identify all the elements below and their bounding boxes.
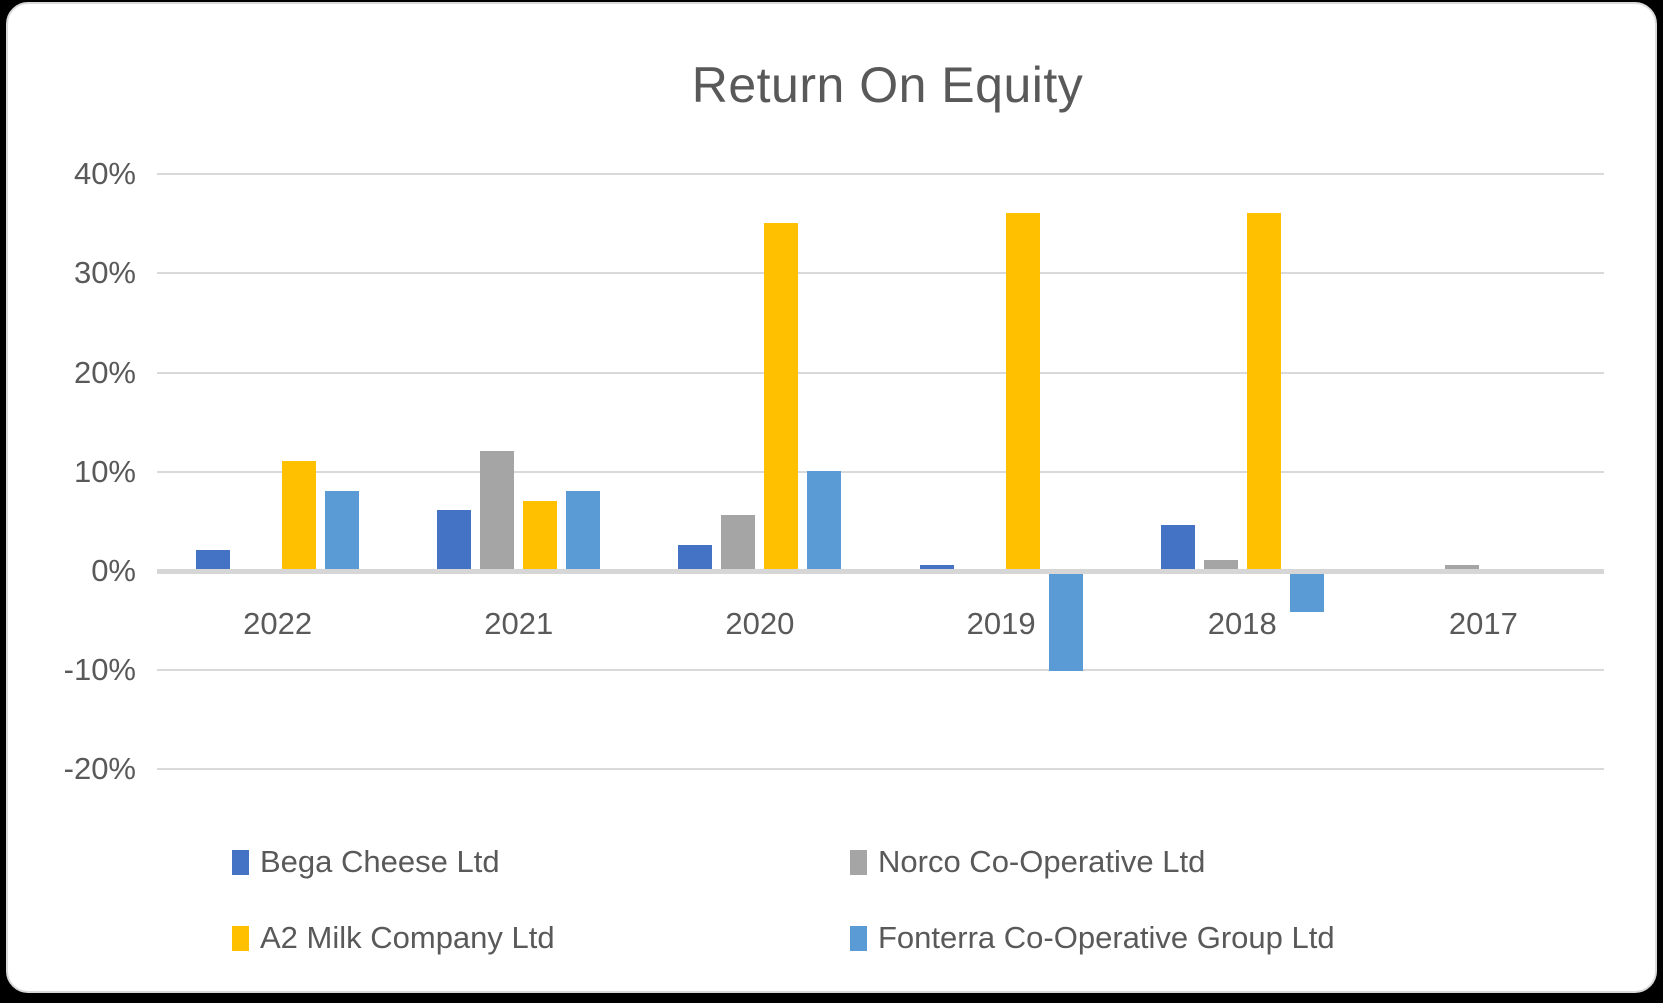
x-axis-label-2020: 2020 (725, 606, 795, 641)
bar-a2-milk-company-ltd-2021 (523, 500, 558, 570)
legend-label-bega-cheese-ltd: Bega Cheese Ltd (260, 844, 500, 879)
y-axis-label: 0% (91, 553, 136, 588)
bar-bega-cheese-ltd-2018 (1160, 525, 1195, 570)
y-axis-label: 20% (73, 354, 136, 390)
bar-a2-milk-company-ltd-2018 (1246, 212, 1281, 570)
legend-item-bega-cheese-ltd: Bega Cheese Ltd (232, 844, 500, 880)
gridline (157, 173, 1604, 176)
y-axis-label: 40% (73, 156, 136, 192)
legend-item-fonterra-co-operative-group-ltd: Fonterra Co-Operative Group Ltd (850, 920, 1335, 956)
y-axis-label: -20% (63, 751, 136, 787)
bar-bega-cheese-ltd-2022 (196, 550, 231, 570)
legend-swatch-bega-cheese-ltd (232, 849, 249, 875)
bar-norco-co-operative-ltd-2021 (480, 450, 515, 570)
y-axis-label: -10% (63, 652, 136, 688)
x-axis-label-2017: 2017 (1448, 606, 1518, 641)
bar-a2-milk-company-ltd-2022 (282, 460, 317, 570)
chart-title: Return On Equity (691, 57, 1084, 113)
bar-norco-co-operative-ltd-2017 (1444, 565, 1479, 570)
gridline (157, 768, 1604, 771)
bar-fonterra-co-operative-group-ltd-2020 (807, 470, 842, 570)
y-axis-label: 10% (73, 453, 136, 489)
bar-bega-cheese-ltd-2020 (678, 545, 713, 570)
legend-item-norco-co-operative-ltd: Norco Co-Operative Ltd (850, 844, 1205, 880)
bar-fonterra-co-operative-group-ltd-2022 (325, 490, 360, 570)
gridline (157, 669, 1604, 672)
x-axis-label-2022: 2022 (243, 606, 313, 641)
legend-swatch-norco-co-operative-ltd (850, 849, 867, 875)
bar-norco-co-operative-ltd-2018 (1203, 560, 1238, 570)
legend-label-fonterra-co-operative-group-ltd: Fonterra Co-Operative Group Ltd (878, 920, 1335, 955)
x-axis-label-2019: 2019 (966, 606, 1036, 641)
bar-fonterra-co-operative-group-ltd-2018 (1289, 572, 1324, 612)
legend-swatch-a2-milk-company-ltd (232, 925, 249, 951)
bar-fonterra-co-operative-group-ltd-2019 (1048, 572, 1083, 672)
legend-item-a2-milk-company-ltd: A2 Milk Company Ltd (232, 920, 555, 956)
legend-swatch-fonterra-co-operative-group-ltd (850, 925, 867, 951)
x-axis-label-2018: 2018 (1207, 606, 1277, 641)
x-axis-label-2021: 2021 (484, 606, 554, 641)
y-axis-label: 30% (73, 255, 136, 291)
bar-a2-milk-company-ltd-2019 (1005, 212, 1040, 570)
bar-fonterra-co-operative-group-ltd-2021 (566, 490, 601, 570)
gridline (157, 272, 1604, 275)
chart-card: Return On Equity 40% 30% 20% 10% 0% -10% -20% 2… (6, 2, 1657, 993)
gridline (157, 371, 1604, 374)
legend-label-norco-co-operative-ltd: Norco Co-Operative Ltd (878, 844, 1206, 879)
gridline (157, 470, 1604, 473)
bar-bega-cheese-ltd-2019 (919, 565, 954, 570)
legend-label-a2-milk-company-ltd: A2 Milk Company Ltd (260, 920, 555, 955)
bar-norco-co-operative-ltd-2020 (721, 515, 756, 570)
bar-bega-cheese-ltd-2021 (437, 510, 472, 570)
x-axis-line (157, 569, 1604, 574)
bar-a2-milk-company-ltd-2020 (764, 222, 799, 570)
